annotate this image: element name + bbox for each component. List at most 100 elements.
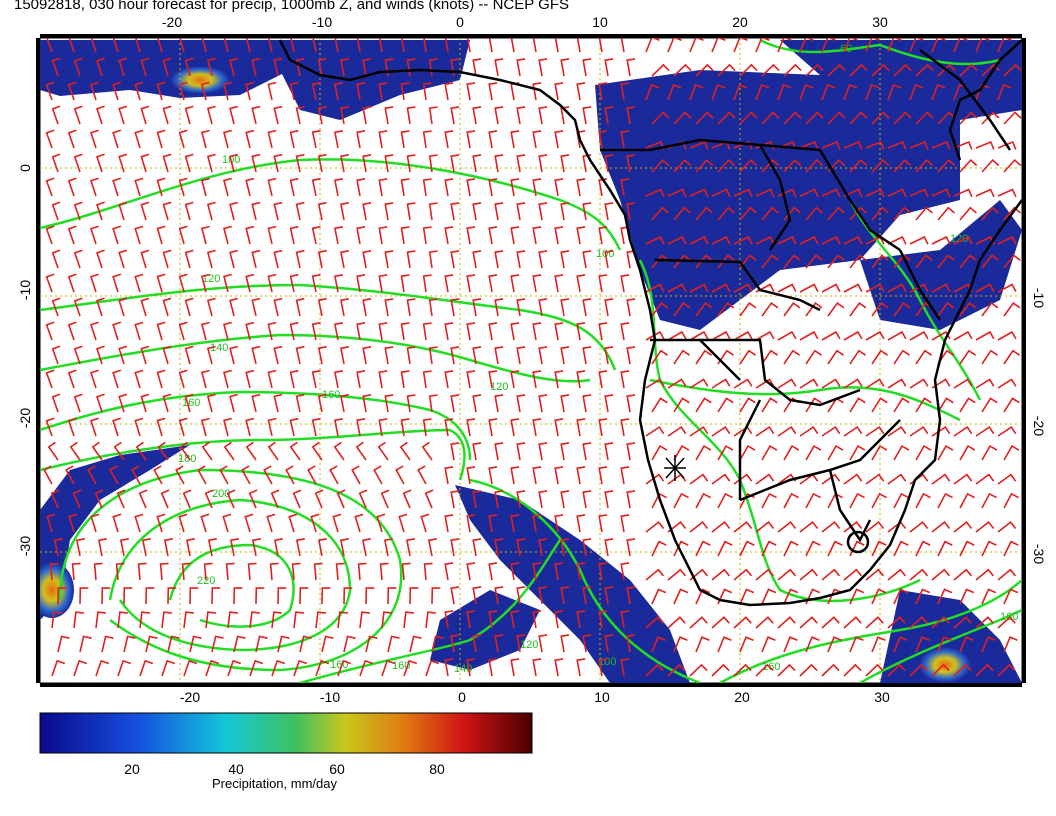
wind-barb: [821, 188, 841, 198]
wind-barb: [717, 445, 734, 461]
wind-barb: [554, 226, 564, 245]
lon-tick-bottom: -20: [180, 689, 200, 705]
wind-barb: [953, 473, 973, 485]
wind-barb: [799, 663, 818, 677]
wind-barb: [761, 349, 779, 365]
wind-barb: [981, 588, 997, 605]
wind-barb: [667, 425, 687, 437]
wind-barb: [620, 610, 630, 629]
wind-barb: [667, 568, 687, 581]
wind-barb: [159, 562, 169, 581]
wind-barb: [333, 441, 345, 461]
wind-barb: [582, 586, 592, 605]
wind-barb: [178, 81, 188, 101]
wind-barb: [755, 568, 775, 581]
wind-barb: [267, 417, 277, 437]
wind-barb: [162, 105, 172, 125]
wind-barb: [200, 273, 210, 293]
wind-barb: [380, 489, 390, 509]
wind-barb: [516, 538, 526, 557]
wind-barb: [805, 301, 823, 317]
wind-barb: [510, 658, 520, 677]
wind-barb: [576, 610, 586, 629]
wind-barb: [695, 397, 712, 413]
wind-barb: [937, 445, 954, 461]
wind-barb: [73, 297, 83, 317]
wind-barb: [516, 346, 526, 365]
wind-barb: [273, 105, 283, 125]
wind-barb: [117, 659, 132, 677]
wind-barb: [554, 178, 564, 197]
wind-barb: [140, 57, 150, 77]
svg-text:140: 140: [210, 342, 228, 354]
wind-barb: [488, 322, 498, 341]
wind-barb: [717, 397, 734, 413]
wind-barb: [645, 38, 660, 53]
wind-barb: [717, 540, 733, 557]
wind-barb: [761, 301, 779, 317]
wind-barb: [915, 63, 934, 77]
wind-barb: [295, 345, 305, 365]
wind-barb: [206, 105, 216, 125]
wind-barb: [425, 659, 440, 677]
wind-barb: [975, 425, 995, 437]
wind-barb: [626, 394, 636, 413]
wind-barb: [761, 254, 779, 269]
wind-barb: [134, 321, 144, 341]
colorbar-tick: 60: [329, 761, 345, 777]
wind-barb: [695, 492, 711, 509]
wind-barb: [335, 562, 345, 581]
wind-barb: [893, 206, 911, 221]
wind-barb: [953, 188, 973, 198]
wind-barb: [931, 140, 951, 150]
wind-barb: [915, 206, 933, 221]
wind-barb: [915, 636, 930, 653]
wind-barb: [400, 274, 410, 293]
wind-barb: [827, 206, 845, 221]
wind-barb: [620, 514, 630, 533]
wind-barb: [805, 254, 823, 269]
wind-barb: [400, 418, 410, 437]
wind-barb: [233, 587, 243, 605]
wind-barb: [45, 177, 55, 197]
wind-barb: [444, 178, 454, 197]
wind-barb: [378, 130, 388, 149]
wind-barb: [89, 129, 99, 149]
wind-barb: [799, 568, 819, 581]
svg-text:60: 60: [840, 43, 852, 55]
wind-barb: [112, 129, 122, 149]
wind-barb: [554, 38, 559, 53]
wind-barb: [211, 635, 224, 653]
wind-barb: [689, 38, 704, 53]
wind-barb: [645, 568, 665, 581]
wind-barb: [267, 38, 273, 53]
wind-barb: [651, 206, 669, 221]
wind-barb: [289, 369, 299, 389]
wind-barb: [582, 394, 592, 413]
wind-barb: [112, 81, 122, 101]
wind-barb: [761, 636, 776, 653]
wind-barb: [428, 202, 438, 221]
wind-barb: [117, 611, 128, 629]
wind-barb: [362, 154, 372, 173]
wind-barb: [444, 562, 454, 581]
wind-barb: [865, 473, 885, 485]
wind-barb: [931, 520, 951, 533]
wind-barb: [645, 83, 660, 101]
wind-barb: [673, 254, 691, 269]
wind-barb: [405, 538, 415, 557]
wind-barb: [620, 38, 625, 53]
colorbar-tick: 20: [124, 761, 140, 777]
wind-barb: [45, 369, 55, 389]
lat-tick-left: 0: [17, 164, 33, 172]
wind-barb: [200, 225, 210, 245]
wind-barb: [915, 540, 931, 557]
wind-barb: [783, 254, 801, 269]
wind-barb: [582, 634, 592, 653]
wind-barb: [689, 140, 709, 150]
wind-barb: [227, 659, 242, 677]
wind-barb: [249, 659, 264, 677]
wind-barb: [604, 250, 614, 269]
wind-barb: [421, 441, 433, 461]
